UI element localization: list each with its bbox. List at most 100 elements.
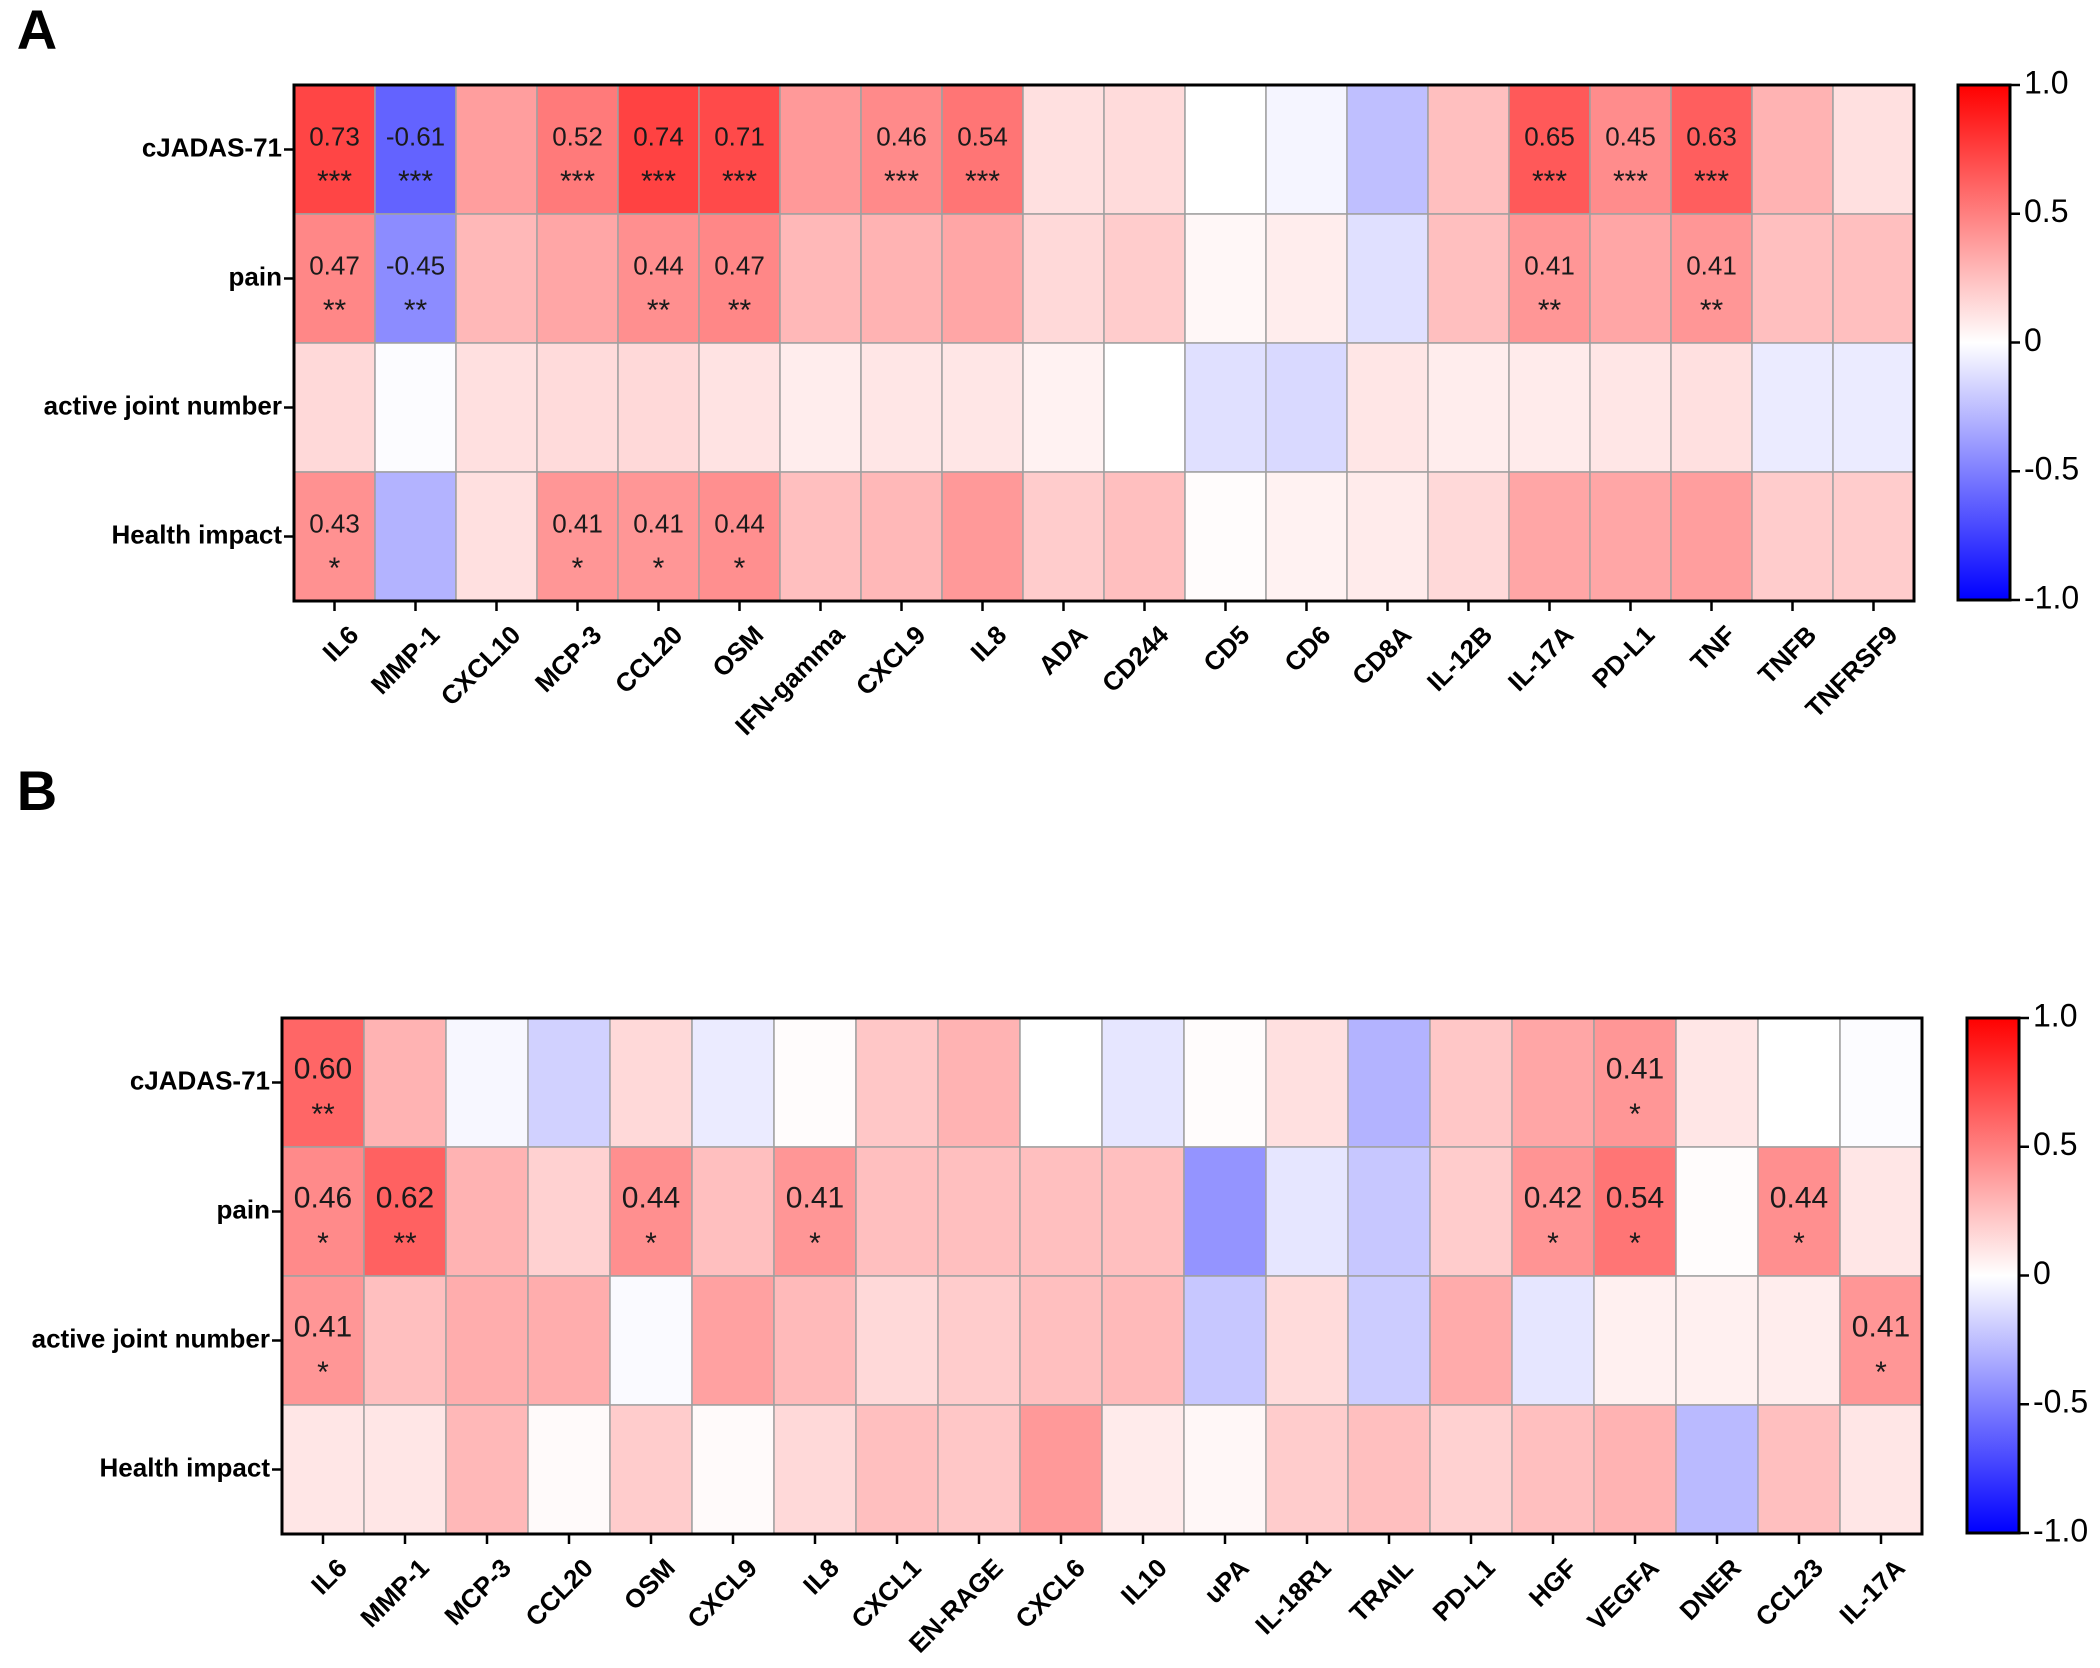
heatmap-cell — [1103, 213, 1186, 344]
heatmap-cell — [937, 1146, 1021, 1277]
heatmap-cell — [1183, 1017, 1267, 1148]
heatmap-cell — [1183, 1146, 1267, 1277]
cell-value-label: 0.45 — [1605, 122, 1656, 152]
column-label: CD5 — [1197, 620, 1255, 678]
heatmap-cell — [1593, 1275, 1677, 1406]
heatmap-cell — [1346, 471, 1429, 602]
cell-value-label: 0.54 — [1606, 1182, 1664, 1215]
column-label: DNER — [1674, 1552, 1747, 1625]
panel-b-heatmap: B0.60**0.41*0.46*0.62**0.44*0.41*0.42*0.… — [17, 759, 2088, 1659]
heatmap-cell — [536, 213, 619, 344]
cell-value-label: 0.71 — [714, 122, 765, 152]
significance-stars: ** — [393, 1227, 417, 1260]
row-label: active joint number — [32, 1323, 270, 1353]
significance-stars: *** — [1532, 165, 1567, 198]
heatmap-cell — [698, 213, 781, 344]
heatmap-cell — [855, 1146, 939, 1277]
heatmap-cell — [941, 471, 1024, 602]
heatmap-cell — [1589, 342, 1672, 473]
cell-value-label: 0.46 — [294, 1182, 352, 1215]
panel-label: A — [17, 0, 57, 61]
significance-stars: *** — [965, 165, 1000, 198]
significance-stars: *** — [1613, 165, 1648, 198]
significance-stars: *** — [560, 165, 595, 198]
column-label: MMP-1 — [354, 1553, 434, 1633]
panel-a-heatmap: A0.73***-0.61***0.52***0.74***0.71***0.4… — [17, 0, 2079, 741]
heatmap-cell — [1265, 84, 1348, 215]
heatmap-cell — [1675, 1275, 1759, 1406]
heatmap-cell — [1101, 1404, 1185, 1535]
heatmap-cell — [363, 1404, 447, 1535]
heatmap-cell — [1429, 1404, 1513, 1535]
significance-stars: ** — [1538, 294, 1562, 327]
heatmap-cell — [1347, 1146, 1431, 1277]
heatmap-cell — [1346, 342, 1429, 473]
significance-stars: * — [329, 552, 341, 585]
heatmap-cell — [941, 213, 1024, 344]
heatmap-cell — [281, 1017, 365, 1148]
cell-value-label: 0.54 — [957, 122, 1008, 152]
heatmap-cell — [698, 471, 781, 602]
cell-value-label: 0.41 — [1524, 251, 1575, 281]
column-label: CXCL1 — [845, 1553, 926, 1634]
heatmap-cell — [1593, 1146, 1677, 1277]
heatmap-cell — [855, 1275, 939, 1406]
heatmap-cell — [1757, 1275, 1841, 1406]
heatmap-cell — [1508, 342, 1591, 473]
cell-value-label: 0.41 — [786, 1182, 844, 1215]
heatmap-cell — [1757, 1404, 1841, 1535]
heatmap-cell — [1019, 1146, 1103, 1277]
heatmap-cell — [363, 1275, 447, 1406]
heatmap-cell — [1832, 84, 1915, 215]
heatmap-cell — [445, 1146, 529, 1277]
heatmap-cell — [1022, 213, 1105, 344]
significance-stars: * — [653, 552, 665, 585]
cell-value-label: 0.41 — [633, 509, 684, 539]
row-label: cJADAS-71 — [130, 1065, 270, 1095]
heatmap-cell — [1265, 1146, 1349, 1277]
cell-value-label: -0.45 — [386, 251, 445, 281]
heatmap-cell — [445, 1404, 529, 1535]
column-label: CXCL9 — [850, 620, 931, 701]
significance-stars: * — [809, 1227, 821, 1260]
significance-stars: ** — [647, 294, 671, 327]
significance-stars: *** — [1694, 165, 1729, 198]
heatmap-cell — [773, 1017, 857, 1148]
heatmap-cell — [1184, 471, 1267, 602]
heatmap-cell — [1265, 1017, 1349, 1148]
cell-value-label: 0.44 — [1770, 1182, 1828, 1215]
column-label: VEGFA — [1581, 1552, 1665, 1636]
heatmap-cell — [617, 84, 700, 215]
heatmap-cell — [1593, 1404, 1677, 1535]
heatmap-cell — [1022, 471, 1105, 602]
heatmap-cell — [1511, 1275, 1595, 1406]
heatmap-cell — [293, 84, 376, 215]
column-label: MCP-3 — [529, 620, 607, 698]
heatmap-cell — [527, 1404, 611, 1535]
column-label: PD-L1 — [1586, 620, 1660, 694]
colorbar-tick-label: -0.5 — [2024, 451, 2079, 487]
heatmap-cell — [1103, 342, 1186, 473]
heatmap-cell — [1670, 213, 1753, 344]
heatmap-cell — [1832, 471, 1915, 602]
heatmap-cell — [1019, 1017, 1103, 1148]
column-label: IL8 — [965, 620, 1013, 668]
cell-value-label: 0.52 — [552, 122, 603, 152]
colorbar-tick-label: 0 — [2033, 1255, 2051, 1291]
heatmap-cell — [1832, 213, 1915, 344]
heatmap-cell — [374, 84, 457, 215]
cell-value-label: 0.65 — [1524, 122, 1575, 152]
column-label: CD6 — [1278, 620, 1336, 678]
heatmap-cell — [941, 342, 1024, 473]
heatmap-cell — [1670, 471, 1753, 602]
heatmap-cell — [281, 1146, 365, 1277]
column-label: MCP-3 — [438, 1553, 516, 1631]
column-label: TNFB — [1752, 620, 1822, 690]
cell-value-label: 0.41 — [1686, 251, 1737, 281]
column-label: OSM — [706, 620, 769, 683]
heatmap-cell — [691, 1017, 775, 1148]
heatmap-cell — [1429, 1146, 1513, 1277]
cell-value-label: -0.61 — [386, 122, 445, 152]
heatmap-cell — [1347, 1275, 1431, 1406]
column-label: HGF — [1523, 1553, 1583, 1613]
